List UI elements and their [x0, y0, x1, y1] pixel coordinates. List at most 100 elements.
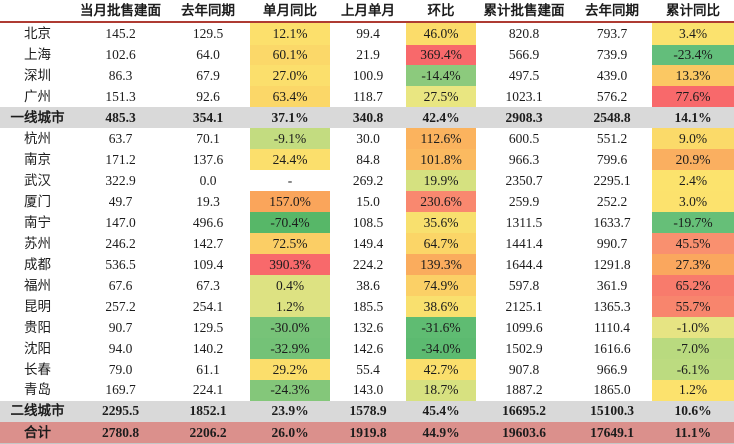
- table-cell: 990.7: [596, 235, 628, 251]
- row-label: 广州: [24, 89, 51, 105]
- header-cell-cum-last-year: 去年同期: [572, 0, 652, 23]
- table-cell: 224.2: [352, 256, 384, 272]
- table-cell: 19603.6: [476, 421, 572, 444]
- table-cell: 2780.8: [75, 421, 166, 444]
- table-cell: 100.9: [352, 68, 384, 84]
- table-cell: -23.4%: [652, 44, 734, 66]
- row-label: 福州: [24, 277, 51, 293]
- table-cell: 24.4%: [250, 149, 330, 171]
- table-cell: 252.2: [596, 193, 628, 209]
- table-cell: 44.9%: [406, 421, 476, 444]
- table-cell: 1.2%: [250, 295, 330, 317]
- header-cell-month-yoy: 单月同比: [250, 0, 330, 23]
- table-cell: -19.7%: [652, 212, 734, 234]
- table-row: 合计 2780.8 2206.2 26.0% 1919.8 44.9% 19603.6 176…: [0, 421, 734, 444]
- table-cell: 151.3: [105, 89, 136, 105]
- table-cell: 147.0: [105, 214, 136, 230]
- table-cell: 55.7%: [652, 295, 734, 317]
- table-cell: 485.3: [105, 110, 136, 126]
- table-cell: 63.7: [108, 131, 133, 147]
- table-cell: 72.5%: [250, 233, 330, 255]
- table-row: 长春 79.0 61.1 29.2% 55.4 42.7% 907.8 966.9 -6.1%: [0, 358, 734, 380]
- table-cell: 185.5: [352, 298, 384, 314]
- table-cell: -24.3%: [250, 379, 330, 401]
- table-row: 北京 145.2 129.5 12.1% 99.4 46.0% 820.8 793.7 3.4%: [0, 22, 734, 45]
- table-cell: 10.6%: [674, 403, 712, 419]
- table-cell: -1.0%: [652, 316, 734, 338]
- table-cell: 19.3: [196, 193, 220, 209]
- table-cell: 966.9: [596, 361, 628, 377]
- row-label: 上海: [24, 47, 51, 63]
- table-cell: 16695.2: [502, 403, 546, 419]
- table-cell: 99.4: [356, 26, 380, 41]
- table-cell: 0.0: [199, 172, 217, 188]
- row-label: 青岛: [24, 382, 51, 398]
- table-cell: 30.0: [356, 131, 380, 147]
- table-cell: 793.7: [596, 26, 628, 41]
- table-cell: 390.3%: [250, 254, 330, 275]
- table-cell: 1578.9: [349, 403, 387, 419]
- table-cell: 820.8: [508, 26, 540, 41]
- table-cell: 1852.1: [189, 403, 227, 419]
- table-row: 武汉 322.9 0.0 - 269.2 19.9% 2350.7 2295.1 2.4%: [0, 170, 734, 192]
- table-cell: 129.5: [192, 319, 224, 335]
- table-cell: 55.4: [356, 361, 380, 377]
- table-cell: 149.4: [352, 235, 384, 251]
- table-cell: 496.6: [192, 214, 224, 230]
- table-cell: 254.1: [192, 298, 224, 314]
- table-cell: 157.0%: [250, 191, 330, 213]
- row-label: 沈阳: [24, 340, 51, 356]
- table-cell: 322.9: [105, 172, 136, 188]
- table-cell: 19.9%: [406, 170, 476, 192]
- table-cell: 1616.6: [593, 340, 631, 356]
- table-cell: 92.6: [196, 89, 220, 105]
- table-cell: 3.0%: [652, 191, 734, 213]
- table-cell: 597.8: [508, 277, 540, 293]
- row-label: 南宁: [24, 214, 51, 230]
- table-cell: 102.6: [105, 47, 136, 63]
- table-cell: 109.4: [192, 256, 224, 272]
- table-cell: 1633.7: [593, 214, 631, 230]
- table-cell: 29.2%: [250, 358, 330, 380]
- table-cell: 11.1%: [652, 421, 734, 444]
- table-cell: 23.9%: [271, 403, 309, 419]
- row-label: 厦门: [24, 193, 51, 209]
- table-cell: 45.4%: [422, 403, 460, 419]
- table-cell: 169.7: [105, 382, 136, 398]
- table-cell: 2908.3: [505, 110, 543, 126]
- table-cell: 1644.4: [505, 256, 543, 272]
- table-cell: 112.6%: [406, 128, 476, 150]
- table-cell: 94.0: [108, 340, 133, 356]
- table-cell: 63.4%: [250, 86, 330, 108]
- table-cell: 3.4%: [652, 22, 734, 45]
- table-header: 当月批售建面 去年同期 单月同比 上月单月 环比 累计批售建面 去年同期 累计同…: [0, 0, 734, 23]
- header-cell-mom: 环比: [406, 0, 476, 23]
- table-row: 南宁 147.0 496.6 -70.4% 108.5 35.6% 1311.5 1633.7…: [0, 212, 734, 234]
- header-cell-month-area: 当月批售建面: [75, 0, 166, 23]
- header-row: 当月批售建面 去年同期 单月同比 上月单月 环比 累计批售建面 去年同期 累计同…: [0, 0, 734, 23]
- table-cell: 257.2: [105, 298, 136, 314]
- table-row: 苏州 246.2 142.7 72.5% 149.4 64.7% 1441.4 990.7 45…: [0, 233, 734, 255]
- table-cell: 907.8: [508, 361, 540, 377]
- table-cell: 142.6: [352, 340, 384, 356]
- table-row: 深圳 86.3 67.9 27.0% 100.9 -14.4% 497.5 439.0 13.3…: [0, 65, 734, 87]
- table-row: 贵阳 90.7 129.5 -30.0% 132.6 -31.6% 1099.6 1110.4…: [0, 316, 734, 338]
- table-cell: 2295.1: [593, 172, 631, 188]
- table-cell: 86.3: [108, 68, 133, 84]
- table-cell: 139.3%: [406, 254, 476, 275]
- table-cell: 1291.8: [593, 256, 631, 272]
- table-body: 北京 145.2 129.5 12.1% 99.4 46.0% 820.8 793.7 3.4%…: [0, 22, 734, 444]
- table-cell: 67.3: [196, 277, 220, 293]
- table-row: 二线城市 2295.5 1852.1 23.9% 1578.9 45.4% 16695.2 1…: [0, 400, 734, 422]
- table-cell: 27.0%: [250, 65, 330, 87]
- table-cell: -31.6%: [406, 316, 476, 338]
- table-cell: 1887.2: [505, 382, 543, 398]
- table-row: 南京 171.2 137.6 24.4% 84.8 101.8% 966.3 799.6 20.…: [0, 149, 734, 171]
- table-cell: 739.9: [596, 47, 628, 63]
- row-label: 合计: [0, 421, 75, 444]
- table-cell: 84.8: [356, 151, 380, 167]
- table-cell: 2350.7: [505, 172, 543, 188]
- table-row: 沈阳 94.0 140.2 -32.9% 142.6 -34.0% 1502.9 1616.6…: [0, 337, 734, 359]
- table-cell: 340.8: [352, 110, 384, 126]
- table-cell: 60.1%: [250, 44, 330, 66]
